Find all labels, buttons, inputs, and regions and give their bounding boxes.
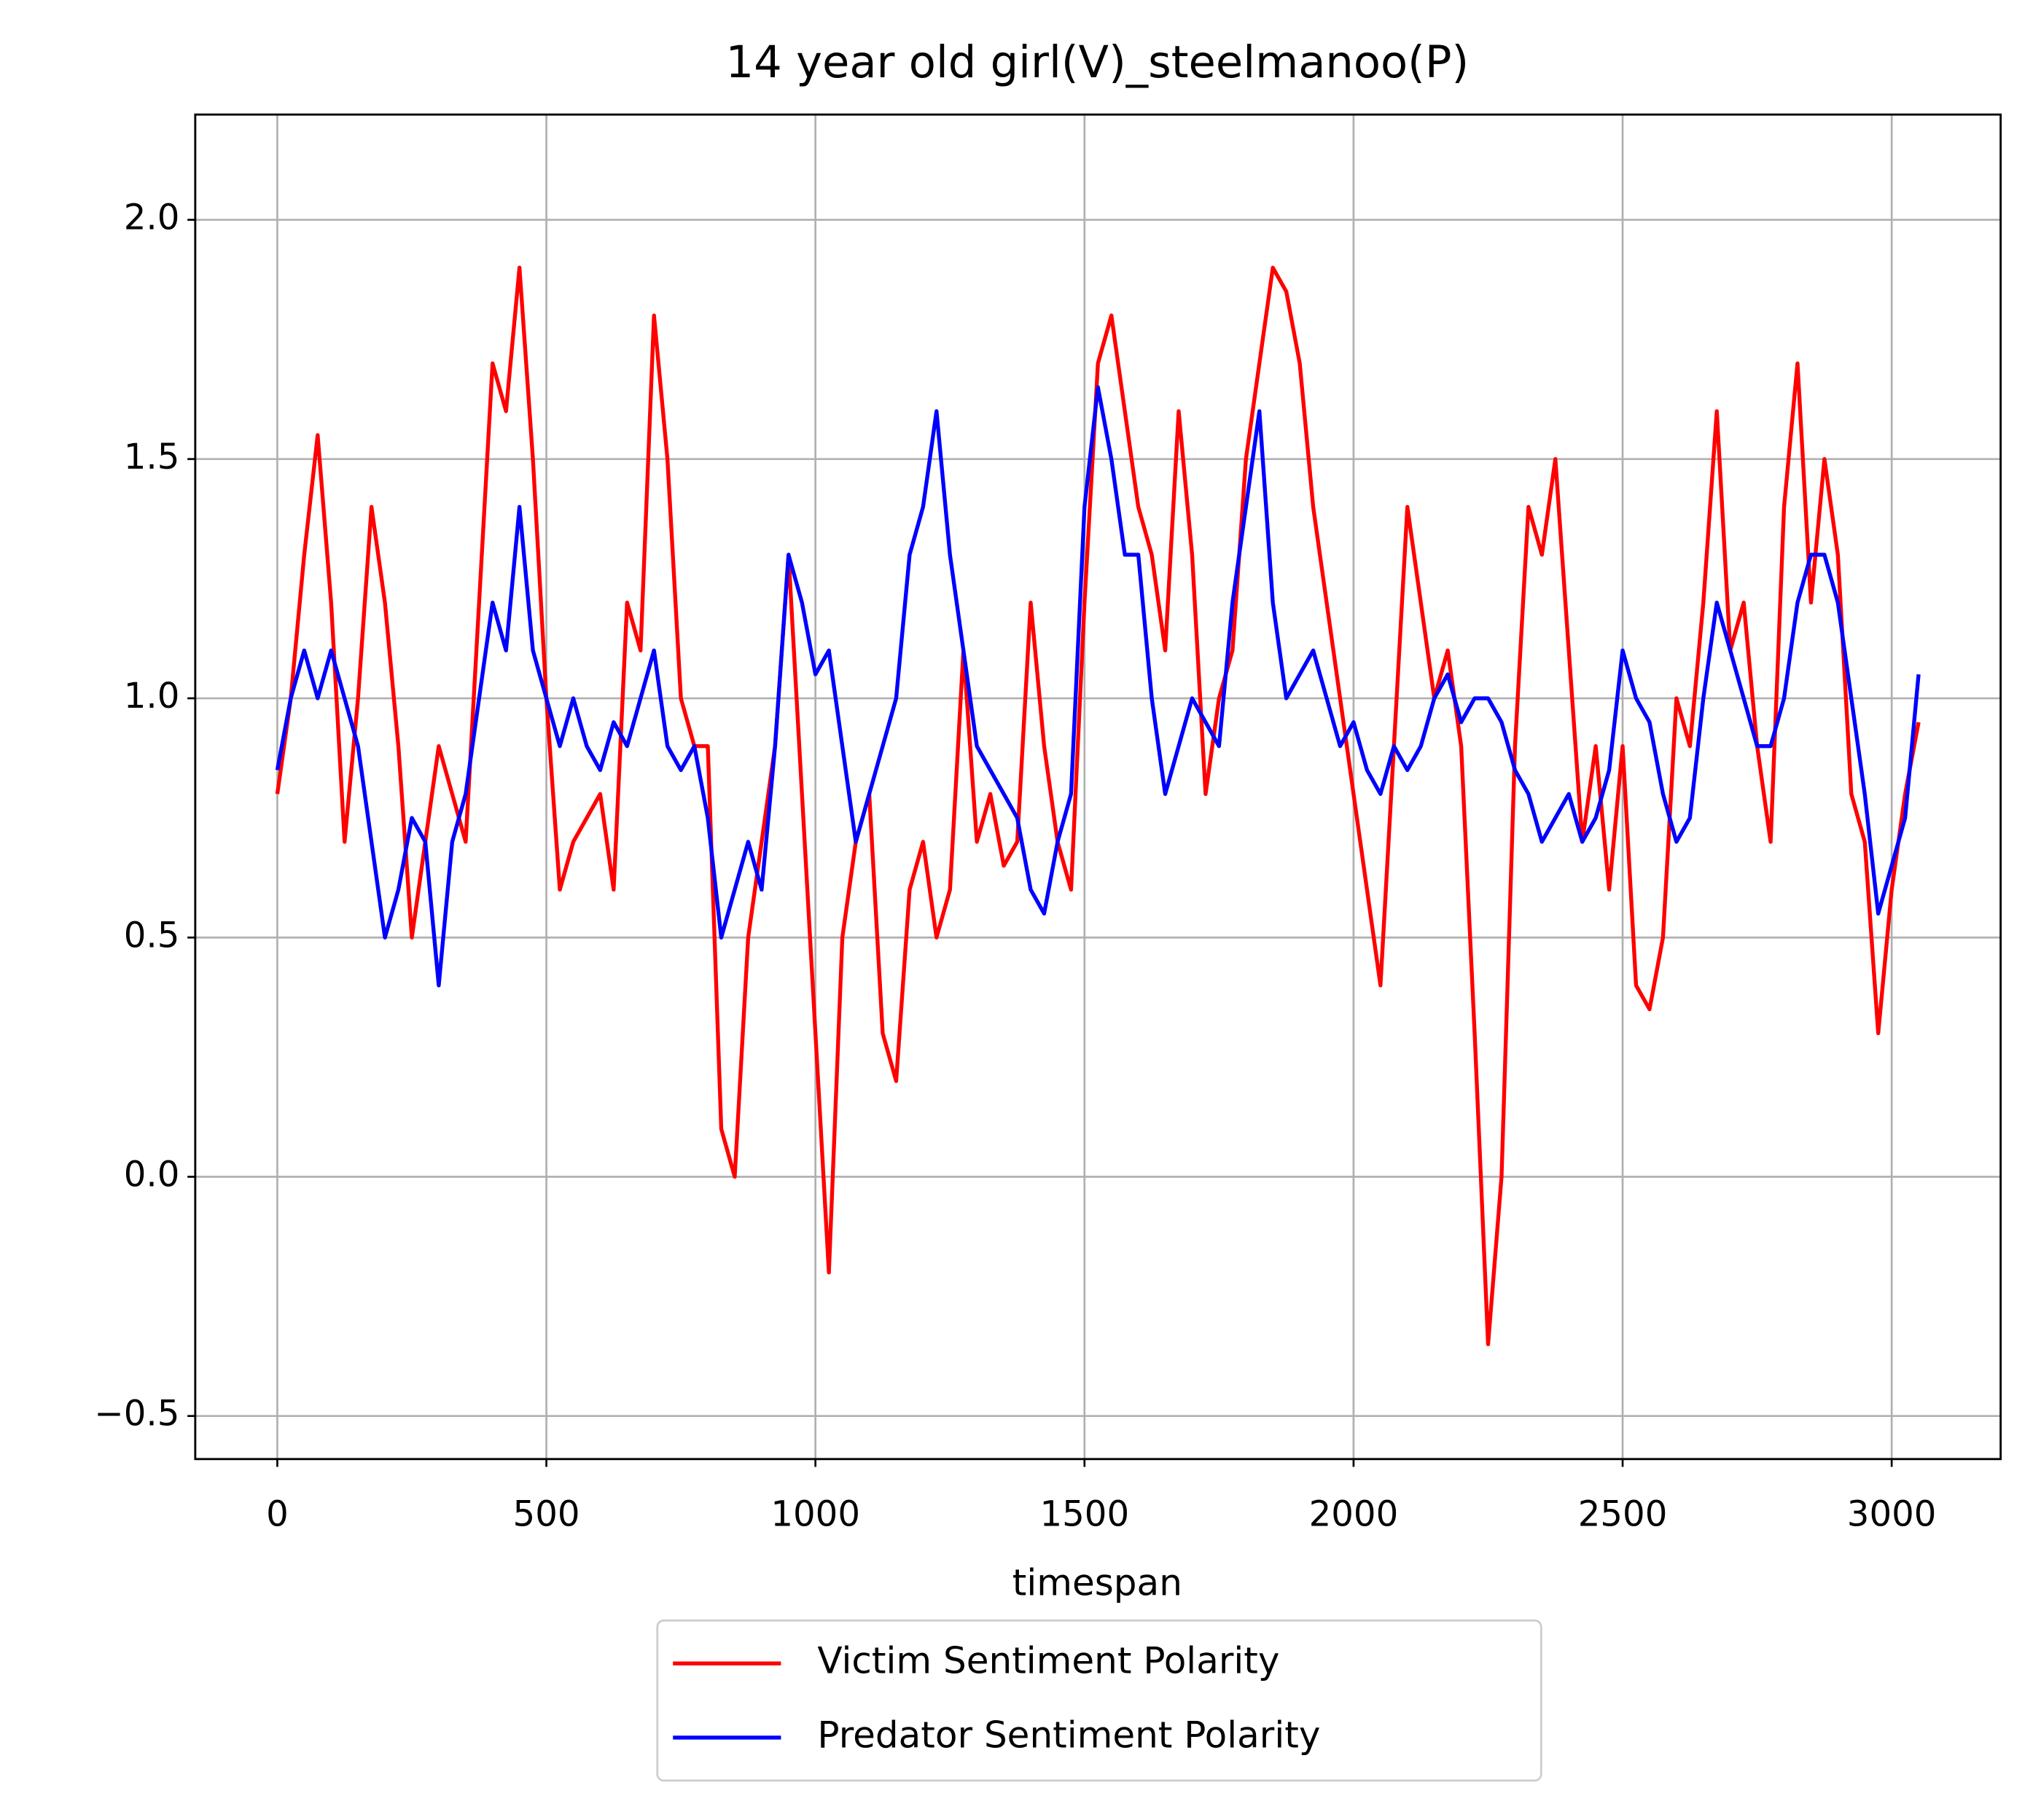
x-tick-label: 1000 (770, 1493, 860, 1534)
x-tick-label: 500 (513, 1493, 580, 1534)
legend-label: Predator Sentiment Polarity (817, 1714, 1320, 1756)
y-tick-label: 1.5 (124, 437, 180, 477)
y-tick-label: 0.5 (124, 915, 180, 956)
x-tick-label: 2000 (1309, 1493, 1399, 1534)
x-tick-label: 2500 (1578, 1493, 1668, 1534)
x-tick-label: 3000 (1847, 1493, 1937, 1534)
data-line (275, 385, 1921, 988)
chart-title: 14 year old girl(V)_steelmanoo(P) (726, 37, 1470, 88)
x-tick-label: 1500 (1039, 1493, 1129, 1534)
y-tick-label: −0.5 (94, 1394, 179, 1434)
plot-frame (194, 113, 2002, 1461)
legend-box (656, 1619, 1542, 1782)
legend-label: Victim Sentiment Polarity (817, 1640, 1279, 1682)
data-line (275, 265, 1921, 1346)
x-axis-label: timespan (1012, 1562, 1182, 1604)
y-tick-label: 2.0 (124, 198, 180, 238)
y-tick-label: 1.0 (124, 676, 180, 716)
x-tick-label: 0 (266, 1493, 289, 1534)
y-tick-label: 0.0 (124, 1154, 180, 1195)
